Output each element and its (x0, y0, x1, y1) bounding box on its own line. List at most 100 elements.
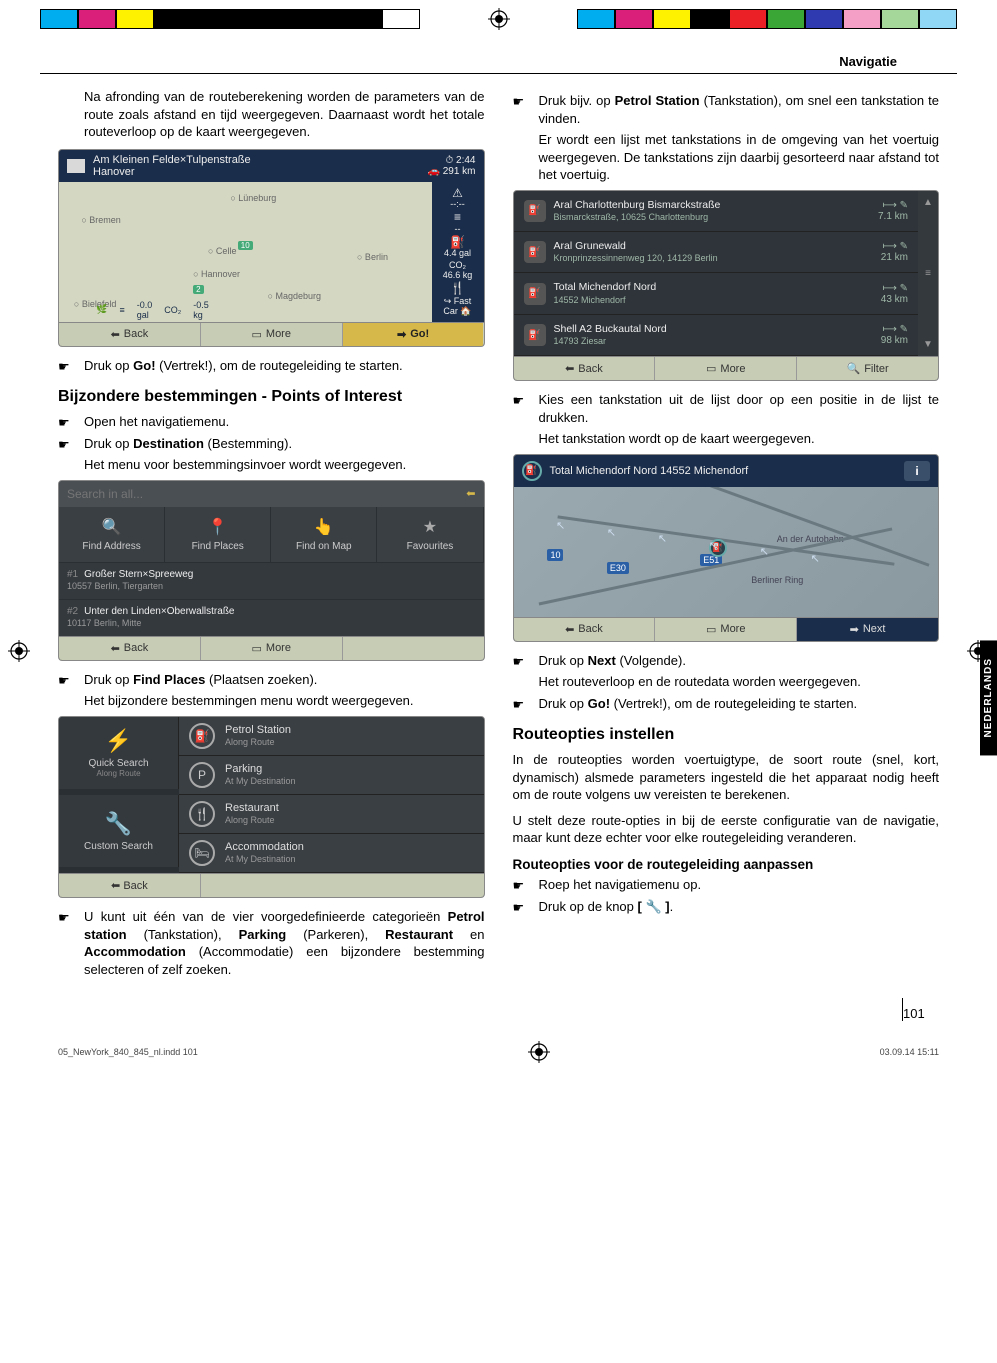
back-button[interactable]: ⬅ Back (59, 874, 201, 897)
place-cat-petrol-station[interactable]: ⛽Petrol StationAlong Route (179, 717, 484, 755)
route-time: 2:44 (456, 155, 475, 166)
hand-icon: ☛ (513, 876, 529, 894)
color-swatch (843, 9, 881, 29)
scrollbar[interactable]: ▲≡▼ (918, 191, 938, 357)
registration-mark-icon (967, 640, 989, 662)
recent-item[interactable]: #2Unter den Linden×Oberwallstraße10117 B… (59, 599, 484, 636)
bullet-open-nav: Open het navigatiemenu. (84, 413, 485, 431)
filter-button[interactable]: 🔍 Filter (797, 357, 938, 380)
back-arrow-icon[interactable]: ⬅ (466, 487, 475, 500)
back-button[interactable]: ⬅ Back (59, 637, 201, 660)
search-category-find-places[interactable]: 📍Find Places (165, 507, 271, 562)
direction-arrow-icon: ↖ (658, 532, 667, 545)
place-cat-restaurant[interactable]: 🍴RestaurantAlong Route (179, 795, 484, 833)
color-swatch (192, 9, 230, 29)
hand-icon: ☛ (58, 435, 74, 474)
place-left-quick-search[interactable]: ⚡Quick SearchAlong Route (59, 717, 179, 789)
color-swatch (805, 9, 843, 29)
section-poi-heading: Bijzondere bestemmingen - Points of Inte… (58, 387, 485, 407)
map-city-label: ○ Lüneburg (230, 193, 276, 203)
color-swatch (615, 9, 653, 29)
recent-item[interactable]: #1Großer Stern×Spreeweg10557 Berlin, Tie… (59, 562, 484, 599)
registration-mark-icon (488, 8, 510, 30)
fuel-icon: ⛽ (450, 235, 465, 249)
hand-icon: ☛ (58, 908, 74, 978)
place-cat-parking[interactable]: PParkingAt My Destination (179, 756, 484, 794)
warn-icon: ⚠ (452, 186, 463, 200)
hand-icon: ☛ (58, 357, 74, 375)
screenshot-route-map: Am Kleinen Felde×Tulpenstraße Hanover ⏱ … (58, 149, 485, 347)
road-icon: ≡ (454, 210, 461, 224)
map-city-label: ○ Hannover (193, 269, 240, 279)
station-icon: ⛽ (522, 461, 542, 481)
detail-title: Total Michendorf Nord 14552 Michendorf (550, 465, 897, 477)
station-row[interactable]: ⛽Aral Charlottenburg BismarckstraßeBisma… (514, 191, 919, 232)
place-left-custom-search[interactable]: 🔧Custom Search (59, 795, 179, 867)
color-swatch (577, 9, 615, 29)
station-row[interactable]: ⛽Shell A2 Buckautal Nord14793 Ziesar⟼ ✎9… (514, 315, 919, 356)
map-city-label: ○ Berlin (357, 252, 388, 262)
route-map-canvas[interactable]: ○ Lüneburg ○ Bremen ○ Celle ○ Berlin ○ Hanno… (59, 182, 432, 322)
screenshot-detail: ⛽ Total Michendorf Nord 14552 Michendorf… (513, 454, 940, 642)
back-button[interactable]: ⬅ Back (59, 323, 201, 346)
registration-mark-icon (528, 1041, 550, 1063)
registration-mark-icon (8, 640, 30, 662)
search-category-find-on-map[interactable]: 👆Find on Map (271, 507, 377, 562)
next-button[interactable]: ➡ Next (797, 618, 938, 641)
rest-icon: 🍴 (450, 281, 465, 295)
color-swatch (653, 9, 691, 29)
hand-icon: ☛ (513, 652, 529, 691)
back-button[interactable]: ⬅ Back (514, 357, 656, 380)
flag-icon (67, 159, 85, 173)
route-gauges: 🌿≡-0.0galCO₂-0.5kg (96, 300, 394, 320)
color-swatch (78, 9, 116, 29)
station-row[interactable]: ⛽Aral GrunewaldKronprinzessinnenweg 120,… (514, 232, 919, 273)
page-number: 101 (902, 998, 961, 1021)
more-button[interactable]: ▭ More (201, 323, 343, 346)
screenshot-places: ⚡Quick SearchAlong Route⛽Petrol StationA… (58, 716, 485, 898)
direction-arrow-icon: ↖ (760, 545, 769, 558)
road-shield: E30 (607, 562, 629, 574)
subsection-adjust-heading: Routeopties voor de routegeleiding aanpa… (513, 857, 940, 872)
detail-map-canvas[interactable]: 10E30E51An der AutobahnBerliner Ring⛽↖↖↖… (514, 487, 939, 617)
screenshot-search: ⬅ 🔍Find Address📍Find Places👆Find on Map★… (58, 480, 485, 661)
color-swatch (881, 9, 919, 29)
direction-arrow-icon: ↖ (556, 519, 565, 532)
route-city: Hanover (93, 166, 419, 178)
search-category-favourites[interactable]: ★Favourites (377, 507, 483, 562)
screenshot-stations: ⛽Aral Charlottenburg BismarckstraßeBisma… (513, 190, 940, 382)
color-swatch (154, 9, 192, 29)
footer-filename: 05_NewYork_840_845_nl.indd 101 (58, 1047, 198, 1057)
info-button[interactable]: i (904, 461, 930, 481)
hand-icon: ☛ (58, 671, 74, 710)
color-swatch (116, 9, 154, 29)
more-button[interactable]: ▭ More (655, 618, 797, 641)
map-city-label: ○ Bremen (81, 215, 120, 225)
direction-arrow-icon: ↖ (709, 539, 718, 552)
go-button[interactable]: ➡ Go! (343, 323, 484, 346)
route-title: Am Kleinen Felde×Tulpenstraße (93, 154, 419, 166)
place-cat-accommodation[interactable]: 🛏AccommodationAt My Destination (179, 834, 484, 872)
search-category-find-address[interactable]: 🔍Find Address (59, 507, 165, 562)
color-swatch (306, 9, 344, 29)
map-city-label: ○ Celle (208, 246, 236, 256)
road-shield: 10 (547, 549, 563, 561)
left-swatches (40, 9, 420, 29)
color-swatch (729, 9, 767, 29)
hand-icon: ☛ (513, 898, 529, 916)
more-button[interactable]: ▭ More (201, 637, 343, 660)
back-button[interactable]: ⬅ Back (514, 618, 656, 641)
section-routeopts-heading: Routeopties instellen (513, 725, 940, 745)
route-dist: 291 km (443, 166, 476, 177)
right-swatches (577, 9, 957, 29)
color-swatch (919, 9, 957, 29)
print-registration-bar (0, 0, 997, 38)
hand-icon: ☛ (513, 695, 529, 713)
hand-icon: ☛ (513, 92, 529, 184)
search-input[interactable] (67, 487, 458, 501)
color-swatch (344, 9, 382, 29)
road-shield: 2 (193, 285, 203, 294)
more-button[interactable]: ▭ More (655, 357, 797, 380)
direction-arrow-icon: ↖ (811, 552, 820, 565)
station-row[interactable]: ⛽Total Michendorf Nord14552 Michendorf⟼ … (514, 273, 919, 314)
